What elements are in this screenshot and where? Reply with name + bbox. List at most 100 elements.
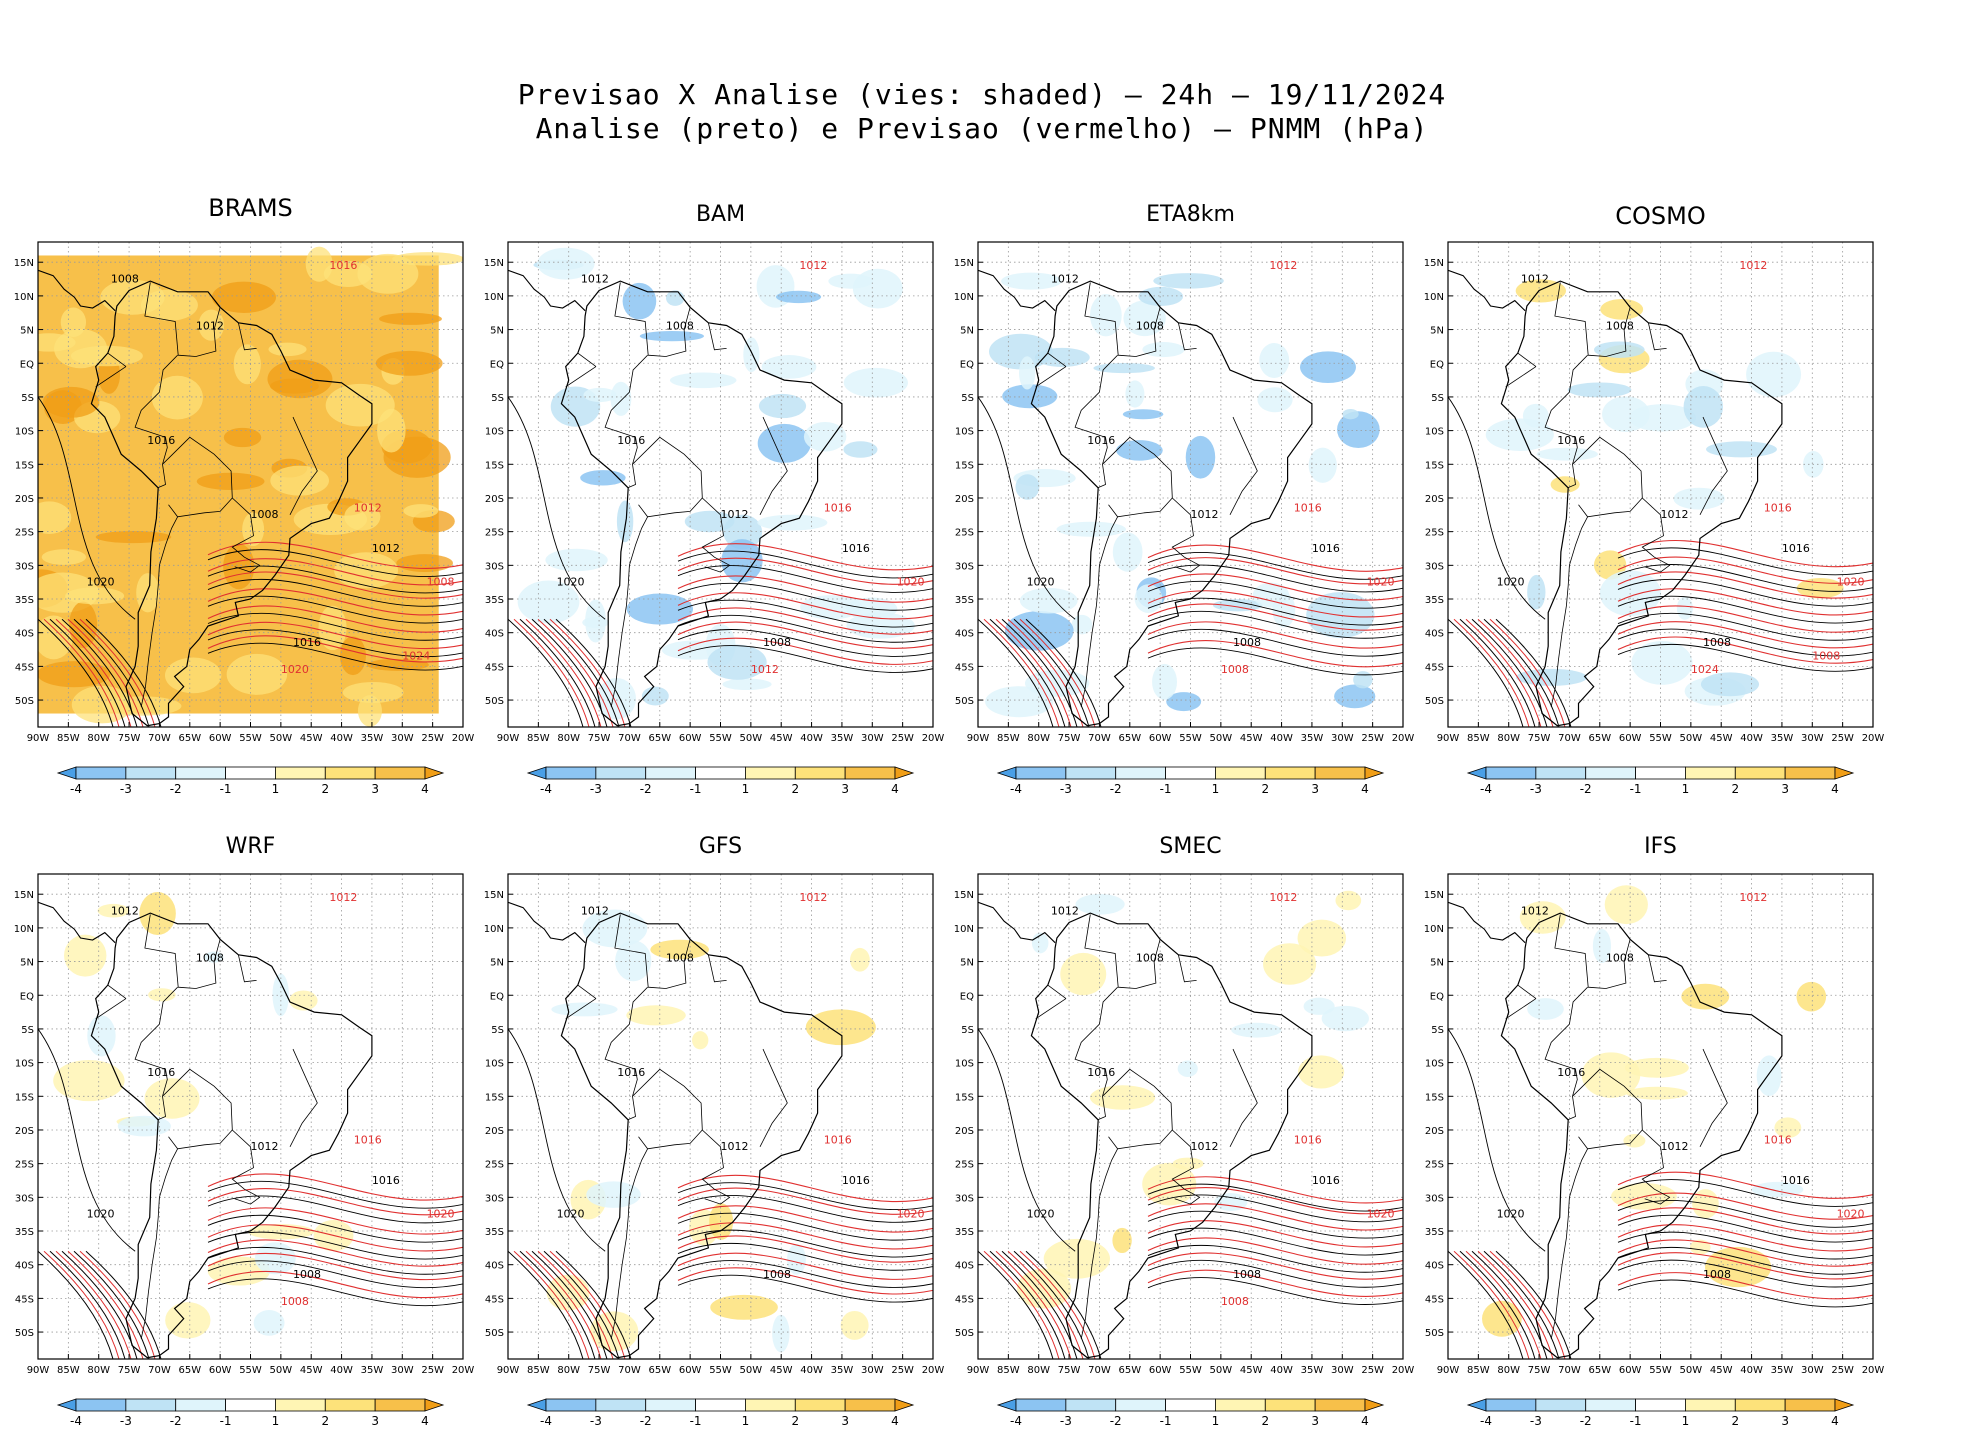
- lon-tick-label: 90W: [497, 733, 520, 744]
- forecast-contour-label: 1016: [329, 259, 357, 272]
- lon-tick-label: 35W: [831, 1365, 854, 1376]
- analysis-contour: [543, 618, 620, 727]
- country-border: [759, 1048, 788, 1147]
- analysis-contour-label: 1008: [196, 952, 224, 965]
- forecast-contour: [677, 1267, 933, 1295]
- lon-tick-label: 40W: [1740, 733, 1763, 744]
- lat-tick-label: 25S: [15, 1160, 34, 1171]
- colorbar-label: 4: [421, 1414, 429, 1428]
- analysis-contour-label: 1016: [1557, 1066, 1585, 1079]
- lat-tick-label: 10N: [484, 292, 504, 303]
- colorbar-label: -1: [1160, 1414, 1172, 1428]
- forecast-contour: [55, 618, 132, 727]
- country-border: [1641, 1129, 1671, 1205]
- country-border: [95, 366, 127, 388]
- map-panel-wrf: WRF 1012 1008 1016 1020 1012 1016 1008 1012 1016 1…: [14, 824, 475, 1434]
- lat-tick-label: 30S: [1425, 561, 1444, 572]
- colorbar-label: -2: [640, 1414, 652, 1428]
- colorbar-label: -4: [540, 782, 552, 796]
- forecast-contour: [537, 1250, 614, 1359]
- map-panel-gfs: GFS 1012 1008 1016 1020 1012 1016 1008 1012 1016 1…: [484, 824, 945, 1434]
- bias-blotch: [1593, 341, 1645, 358]
- lat-tick-label: 10S: [1425, 1059, 1444, 1070]
- colorbar-label: 4: [1831, 1414, 1839, 1428]
- bias-blotch: [775, 290, 822, 304]
- forecast-contour: [1477, 1250, 1554, 1359]
- analysis-contour: [1448, 1250, 1524, 1359]
- lon-tick-label: 20W: [452, 1365, 475, 1376]
- bias-blotch: [357, 253, 419, 294]
- forecast-contour: [525, 618, 602, 727]
- panel-title: BRAMS: [208, 194, 293, 222]
- country-border: [1517, 352, 1537, 367]
- analysis-contour-label: 1020: [1497, 1208, 1525, 1221]
- map-panel-brams: BRAMS 1008 1012 1016 1020 1008 1012 1016 1016 101…: [14, 192, 475, 802]
- lat-tick-label: 20S: [15, 1126, 34, 1137]
- analysis-contour: [38, 1250, 114, 1359]
- analysis-contour: [1147, 1259, 1403, 1288]
- forecast-contour: [67, 618, 144, 727]
- forecast-contour: [1147, 640, 1403, 668]
- lat-tick-label: 30S: [1425, 1193, 1444, 1204]
- country-border: [144, 282, 221, 357]
- lon-tick-label: 70W: [148, 1365, 171, 1376]
- forecast-contour: [55, 1250, 132, 1359]
- coastline: [1448, 901, 1526, 944]
- forecast-contour: [1007, 1250, 1084, 1359]
- colorbar-label: 1: [272, 782, 280, 796]
- analysis-contour: [1013, 618, 1090, 727]
- bias-blotch: [1075, 894, 1125, 915]
- analysis-contour-label: 1008: [1703, 1268, 1731, 1281]
- forecast-contour-label: 1020: [897, 1208, 925, 1221]
- country-border: [708, 954, 727, 983]
- colorbar-label: 1: [1682, 782, 1690, 796]
- map-canvas: 1008 1012 1016 1020 1008 1012 1016 1016 1012 1008…: [14, 241, 474, 796]
- lat-tick-label: 30S: [485, 561, 504, 572]
- analysis-contour-label: 1008: [1606, 320, 1634, 333]
- analysis-contour: [677, 1229, 933, 1258]
- colorbar-label: -3: [1530, 1414, 1542, 1428]
- country-border: [632, 1068, 703, 1150]
- forecast-contour: [1465, 618, 1542, 727]
- bias-blotch: [403, 504, 439, 518]
- bias-blotch: [223, 543, 255, 590]
- lon-tick-label: 40W: [1740, 1365, 1763, 1376]
- analysis-contour-label: 1008: [666, 320, 694, 333]
- analysis-contour: [1617, 1259, 1873, 1288]
- lon-tick-label: 70W: [1088, 733, 1111, 744]
- analysis-contour-label: 1008: [1136, 952, 1164, 965]
- analysis-contour: [38, 1028, 136, 1252]
- forecast-contour-label: 1008: [1812, 650, 1840, 663]
- lon-tick-label: 70W: [618, 1365, 641, 1376]
- lat-tick-label: 40S: [15, 1261, 34, 1272]
- lat-tick-label: 40S: [15, 629, 34, 640]
- bias-blotch: [1060, 952, 1107, 996]
- forecast-contour: [549, 618, 626, 727]
- lon-tick-label: 45W: [300, 733, 323, 744]
- forecast-contour: [1019, 618, 1096, 727]
- bias-blotch: [1604, 885, 1648, 925]
- lon-tick-label: 20W: [922, 1365, 945, 1376]
- colorbar-label: -1: [1630, 782, 1642, 796]
- analysis-contour-label: 1020: [87, 1208, 115, 1221]
- lon-tick-label: 30W: [1801, 1365, 1824, 1376]
- bias-blotch: [722, 678, 772, 691]
- lat-tick-label: 5S: [491, 1025, 504, 1036]
- analysis-contour: [38, 618, 114, 727]
- colorbar-label: 3: [1781, 782, 1789, 796]
- lon-tick-label: 35W: [361, 733, 384, 744]
- colorbar-label: 1: [1682, 1414, 1690, 1428]
- bias-blotch: [1019, 587, 1078, 614]
- analysis-contour: [1483, 618, 1560, 727]
- country-border: [1080, 516, 1118, 707]
- bias-blotch: [537, 247, 595, 280]
- lon-tick-label: 65W: [178, 1365, 201, 1376]
- lon-tick-label: 55W: [1179, 1365, 1202, 1376]
- analysis-contour: [1459, 618, 1536, 727]
- forecast-contour: [1617, 588, 1873, 616]
- lat-tick-label: 35S: [485, 1227, 504, 1238]
- analysis-contour-label: 1008: [111, 272, 139, 285]
- bias-blotch: [342, 681, 404, 703]
- analysis-contour: [1147, 1277, 1403, 1305]
- forecast-contour: [207, 605, 463, 633]
